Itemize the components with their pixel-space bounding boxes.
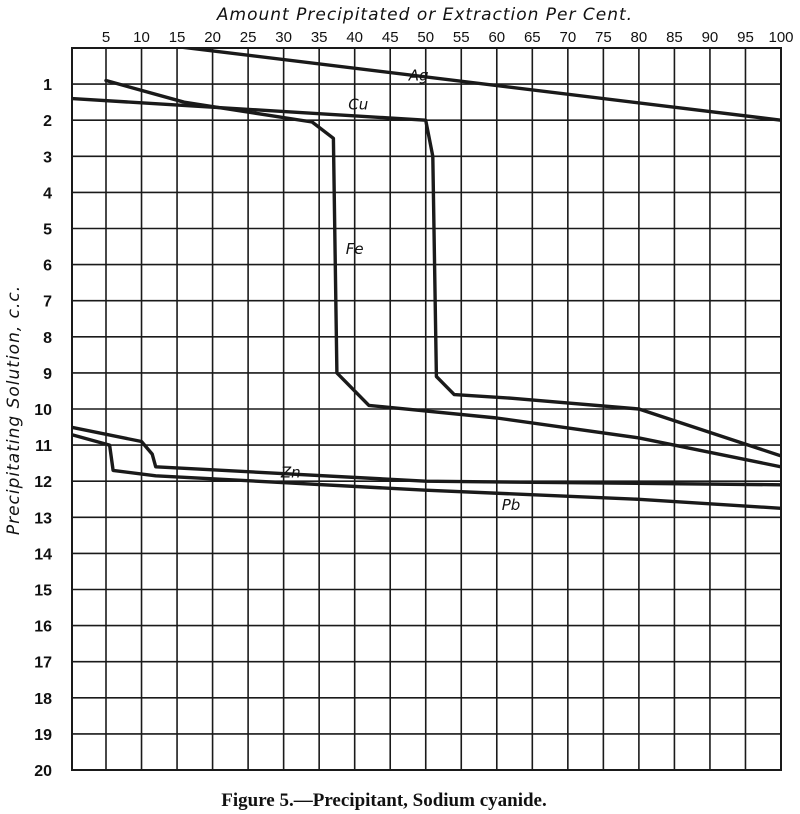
x-tick-label: 75 [595, 29, 612, 46]
x-tick-label: 35 [311, 29, 328, 46]
x-tick-label: 20 [204, 29, 221, 46]
y-tick-label: 16 [34, 619, 52, 636]
x-tick-label: 15 [169, 29, 186, 46]
x-tick-label: 65 [524, 29, 541, 46]
series-label-ag: Ag [408, 66, 429, 84]
x-tick-label: 30 [275, 29, 292, 46]
series-label-cu: Cu [348, 95, 368, 113]
x-tick-label: 90 [702, 29, 719, 46]
y-tick-label: 15 [34, 583, 52, 600]
y-tick-label: 17 [34, 655, 52, 672]
y-tick-label: 8 [43, 330, 52, 347]
series-line-zn [72, 425, 781, 487]
series-label-fe: Fe [346, 240, 364, 258]
y-tick-label: 11 [35, 438, 52, 455]
x-tick-label: 70 [559, 29, 576, 46]
plot-frame [71, 47, 782, 771]
x-tick-label: 5 [102, 29, 110, 46]
series-line-fe [104, 78, 781, 469]
y-tick-label: 4 [43, 185, 52, 202]
grid: 5 10 15 20 25 30 35 40 45 50 55 60 65 70 75 80 85 90 95 100… [34, 29, 793, 780]
y-tick-label: 1 [43, 77, 52, 94]
y-tick-label: 5 [43, 222, 52, 239]
y-tick-label: 19 [34, 727, 52, 744]
series-line-cu [72, 96, 781, 458]
series-line-pb [72, 432, 781, 510]
x-tick-label: 45 [382, 29, 399, 46]
x-tick-label: 95 [737, 29, 754, 46]
x-axis-title: Amount Precipitated or Extraction Per Ce… [216, 5, 633, 25]
x-tick-label: 10 [133, 29, 150, 46]
series-line-ag [174, 48, 781, 122]
y-tick-label: 20 [34, 763, 52, 780]
x-tick-label: 50 [417, 29, 434, 46]
x-tick-label: 60 [488, 29, 505, 46]
y-tick-label: 14 [34, 546, 52, 563]
y-axis-title: Precipitating Solution, c.c. [4, 285, 24, 535]
x-tick-label: 85 [666, 29, 683, 46]
y-tick-label: 12 [34, 474, 52, 491]
series-label-pb: Pb [502, 496, 521, 514]
labels: Ag Cu Fe Zn Pb [280, 66, 520, 514]
series-lines [72, 48, 781, 510]
y-tick-label: 6 [43, 258, 52, 275]
x-tick-label: 25 [240, 29, 257, 46]
y-tick-label: 10 [34, 402, 52, 419]
x-tick-label: 40 [346, 29, 363, 46]
y-tick-label: 18 [34, 691, 52, 708]
y-tick-label: 3 [43, 149, 52, 166]
y-tick-label: 7 [43, 294, 52, 311]
x-tick-label: 100 [768, 29, 793, 46]
figure-caption: Figure 5.—Precipitant, Sodium cyanide. [221, 790, 546, 811]
y-tick-label: 13 [34, 510, 52, 527]
y-tick-label: 9 [43, 366, 52, 383]
x-tick-label: 80 [631, 29, 648, 46]
x-tick-label: 55 [453, 29, 470, 46]
y-tick-label: 2 [43, 113, 52, 130]
series-label-zn: Zn [280, 464, 301, 482]
